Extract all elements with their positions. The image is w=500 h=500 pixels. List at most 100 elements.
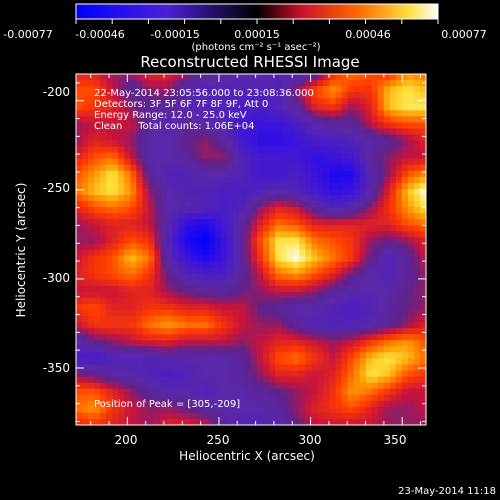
- heatmap-cell: [383, 74, 391, 81]
- heatmap-cell: [190, 346, 198, 353]
- heatmap-cell: [118, 291, 125, 299]
- heatmap-cell: [202, 346, 210, 353]
- heatmap-cell: [238, 340, 246, 347]
- heatmap-cell: [190, 140, 198, 148]
- heatmap-cell: [407, 358, 415, 366]
- heatmap-cell: [281, 201, 288, 208]
- heatmap-cell: [124, 400, 131, 408]
- heatmap-cell: [275, 243, 282, 251]
- heatmap-cell: [395, 243, 403, 251]
- heatmap-cell: [293, 388, 300, 396]
- heatmap-cell: [196, 418, 204, 425]
- heatmap-cell: [281, 412, 288, 420]
- heatmap-cell: [178, 116, 186, 124]
- heatmap-cell: [118, 207, 125, 214]
- heatmap-cell: [383, 303, 391, 311]
- heatmap-cell: [106, 340, 113, 347]
- heatmap-cell: [287, 231, 294, 238]
- heatmap-cell: [190, 170, 198, 178]
- heatmap-cell: [76, 273, 83, 281]
- heatmap-cell: [299, 310, 306, 317]
- heatmap-cell: [359, 346, 367, 353]
- heatmap-cell: [335, 231, 343, 238]
- heatmap-cell: [232, 255, 240, 263]
- heatmap-cell: [148, 279, 156, 287]
- heatmap-cell: [299, 213, 306, 220]
- heatmap-cell: [106, 92, 113, 99]
- heatmap-cell: [347, 382, 355, 390]
- heatmap-cell: [353, 394, 361, 402]
- heatmap-cell: [287, 328, 294, 335]
- heatmap-cell: [419, 98, 426, 105]
- heatmap-cell: [395, 207, 403, 214]
- heatmap-cell: [371, 279, 379, 287]
- heatmap-cell: [407, 316, 415, 323]
- heatmap-cell: [365, 219, 373, 226]
- heatmap-cell: [377, 303, 385, 311]
- heatmap-cell: [317, 92, 325, 99]
- heatmap-cell: [329, 352, 337, 360]
- heatmap-cell: [311, 188, 318, 196]
- heatmap-cell: [148, 219, 156, 226]
- heatmap-cell: [244, 285, 252, 293]
- heatmap-cell: [317, 291, 325, 299]
- heatmap-cell: [238, 146, 246, 154]
- heatmap-cell: [317, 310, 325, 317]
- heatmap-cell: [389, 303, 397, 311]
- heatmap-cell: [154, 400, 162, 408]
- heatmap-cell: [353, 74, 361, 81]
- heatmap-cell: [269, 291, 276, 299]
- heatmap-cell: [275, 382, 282, 390]
- heatmap-cell: [305, 207, 312, 214]
- heatmap-cell: [148, 255, 156, 263]
- heatmap-cell: [371, 297, 379, 305]
- heatmap-cell: [118, 188, 125, 196]
- heatmap-cell: [377, 122, 385, 130]
- heatmap-cell: [166, 261, 174, 269]
- heatmap-cell: [377, 376, 385, 384]
- heatmap-cell: [269, 249, 276, 257]
- heatmap-cell: [371, 146, 379, 154]
- heatmap-cell: [383, 201, 391, 208]
- heatmap-cell: [160, 104, 168, 111]
- heatmap-cell: [281, 388, 288, 396]
- heatmap-cell: [154, 382, 162, 390]
- heatmap-cell: [112, 146, 119, 154]
- heatmap-cell: [365, 164, 373, 172]
- heatmap-cell: [226, 170, 234, 178]
- heatmap-cell: [329, 116, 337, 124]
- heatmap-cell: [160, 406, 168, 414]
- heatmap-cell: [395, 322, 403, 329]
- heatmap-cell: [365, 231, 373, 238]
- heatmap-cell: [341, 364, 349, 372]
- heatmap-cell: [275, 170, 282, 178]
- heatmap-cell: [419, 346, 426, 353]
- heatmap-cell: [160, 364, 168, 372]
- heatmap-cell: [166, 195, 174, 202]
- heatmap-cell: [124, 261, 131, 269]
- heatmap-cell: [347, 334, 355, 341]
- heatmap-cell: [341, 370, 349, 378]
- heatmap-cell: [365, 128, 373, 136]
- heatmap-cell: [166, 291, 174, 299]
- heatmap-cell: [407, 297, 415, 305]
- heatmap-cell: [148, 86, 156, 93]
- heatmap-cell: [88, 128, 95, 136]
- heatmap-cell: [202, 370, 210, 378]
- heatmap-cell: [347, 316, 355, 323]
- heatmap-cell: [148, 352, 156, 360]
- heatmap-cell: [118, 249, 125, 257]
- heatmap-cell: [232, 328, 240, 335]
- heatmap-cell: [232, 346, 240, 353]
- heatmap-cell: [347, 158, 355, 166]
- heatmap-cell: [190, 158, 198, 166]
- heatmap-cell: [335, 303, 343, 311]
- heatmap-cell: [172, 358, 180, 366]
- heatmap-cell: [389, 322, 397, 329]
- heatmap-cell: [112, 213, 119, 220]
- heatmap-cell: [281, 92, 288, 99]
- heatmap-cell: [214, 322, 222, 329]
- heatmap-cell: [100, 164, 107, 172]
- heatmap-cell: [154, 249, 162, 257]
- heatmap-cell: [118, 394, 125, 402]
